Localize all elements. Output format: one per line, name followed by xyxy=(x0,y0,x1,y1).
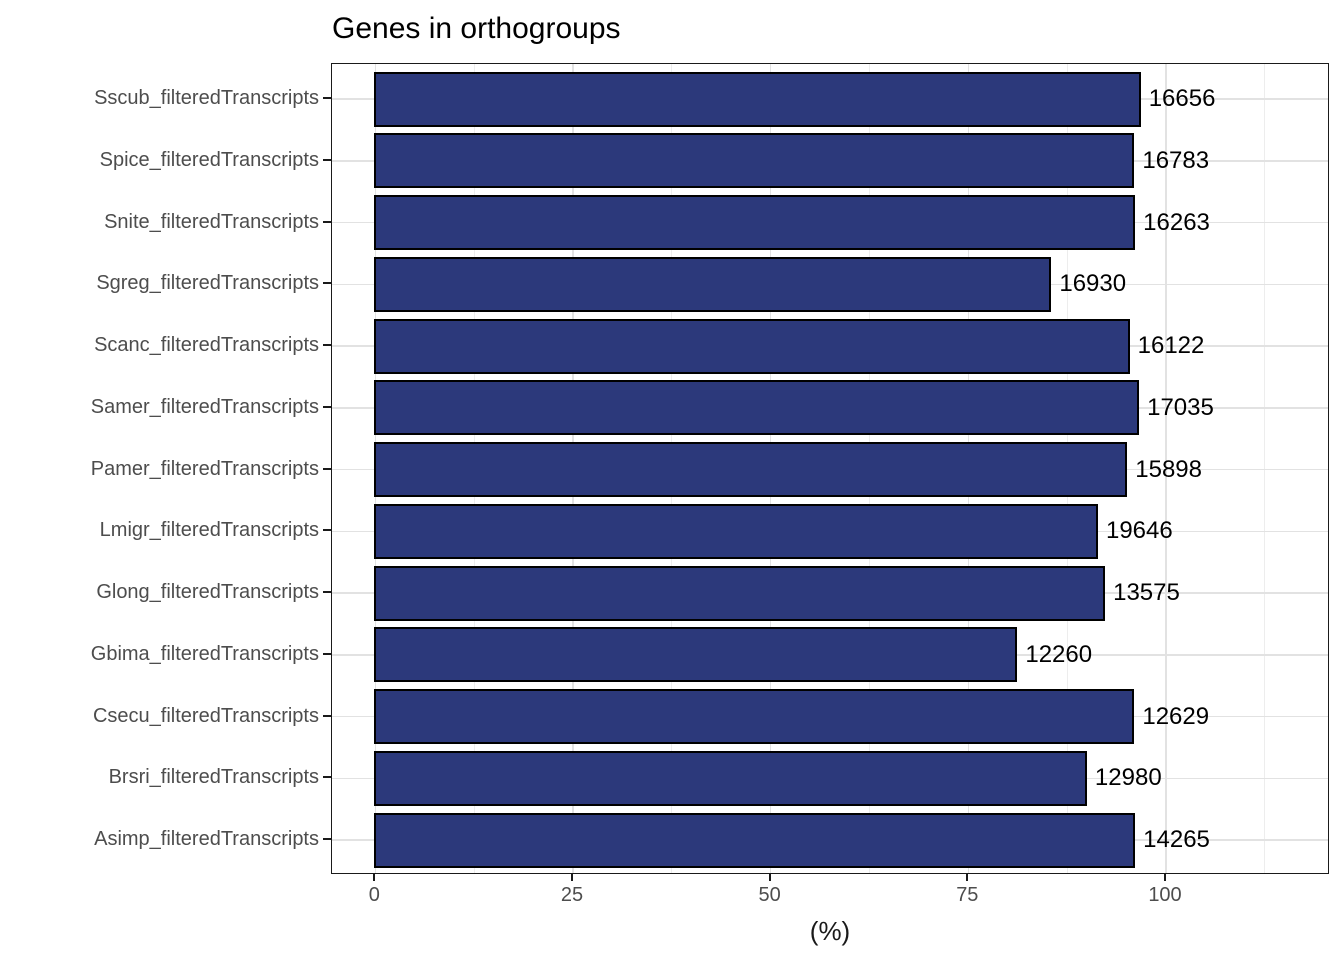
x-axis-tick xyxy=(768,874,771,881)
bar-value-label: 14265 xyxy=(1143,826,1210,853)
bar xyxy=(374,812,1136,868)
x-axis-tick xyxy=(570,874,573,881)
y-axis-category-label: Asimp_filteredTranscripts xyxy=(94,828,319,850)
x-axis-tick xyxy=(966,874,969,881)
y-axis-tick xyxy=(323,714,331,717)
y-axis-category-label: Spice_filteredTranscripts xyxy=(99,148,319,171)
x-axis-tick xyxy=(373,874,376,881)
x-minor-gridline xyxy=(1264,64,1266,873)
bar xyxy=(374,71,1141,127)
y-axis-category-label: Pamer_filteredTranscripts xyxy=(90,457,319,480)
y-axis-tick xyxy=(323,220,331,223)
y-axis-category-label: Csecu_filteredTranscripts xyxy=(92,704,319,727)
y-axis-category-label: Snite_filteredTranscripts xyxy=(104,210,319,233)
bar xyxy=(374,195,1136,250)
bar-value-label: 16656 xyxy=(1148,85,1216,112)
bar-value-label: 16930 xyxy=(1059,270,1127,298)
x-axis-tick-label: 100 xyxy=(1148,884,1182,906)
y-axis-category-label: Scanc_filteredTranscripts xyxy=(94,334,319,356)
y-axis-tick xyxy=(323,838,331,840)
bar-value-label: 12260 xyxy=(1025,640,1093,668)
x-axis-tick-label: 50 xyxy=(758,884,781,906)
x-axis-tick-label: 75 xyxy=(956,884,979,906)
chart-title: Genes in orthogroups xyxy=(332,12,621,45)
y-axis-category-label: Sgreg_filteredTranscripts xyxy=(96,272,319,295)
x-axis-tick-label: 0 xyxy=(368,884,380,906)
bar xyxy=(374,256,1052,312)
bar-value-label: 12980 xyxy=(1094,764,1162,792)
bar-value-label: 16783 xyxy=(1142,146,1210,174)
bar-value-label: 16263 xyxy=(1143,208,1210,236)
bar xyxy=(374,627,1018,683)
bar-value-label: 15898 xyxy=(1135,455,1202,483)
y-axis-tick xyxy=(323,467,331,470)
y-axis-category-label: Gbima_filteredTranscripts xyxy=(90,642,319,665)
x-axis-title: (%) xyxy=(809,916,851,946)
bar-value-label: 17035 xyxy=(1147,393,1214,421)
y-axis-tick xyxy=(323,282,331,285)
bar xyxy=(374,318,1130,374)
bar xyxy=(374,565,1106,621)
y-axis-tick xyxy=(323,344,331,346)
plot-panel: 16656 16783 16263 16930 16122 17035 15898 19646… xyxy=(331,63,1329,874)
y-axis-category-label: Sscub_filteredTranscripts xyxy=(94,87,319,109)
y-axis-tick xyxy=(323,652,331,655)
y-axis-tick xyxy=(323,97,331,99)
bar-value-label: 13575 xyxy=(1113,579,1180,606)
y-axis-tick xyxy=(323,591,331,593)
y-axis-tick xyxy=(323,158,331,161)
y-axis-tick xyxy=(323,405,331,408)
x-major-gridline xyxy=(1165,64,1167,873)
y-axis-category-label: Samer_filteredTranscripts xyxy=(90,395,319,418)
y-axis-category-label: Brsri_filteredTranscripts xyxy=(108,766,319,789)
y-axis-tick xyxy=(323,529,331,532)
y-axis-category-label: Lmigr_filteredTranscripts xyxy=(99,519,319,542)
x-axis-tick-label: 25 xyxy=(560,884,584,906)
y-axis-tick xyxy=(323,776,331,779)
bar xyxy=(374,503,1098,559)
bar xyxy=(374,380,1140,436)
bar-value-label: 12629 xyxy=(1142,702,1210,730)
bar xyxy=(374,442,1128,497)
bar-value-label: 16122 xyxy=(1137,332,1205,359)
bar xyxy=(374,689,1135,744)
y-axis-category-label: Glong_filteredTranscripts xyxy=(96,581,319,603)
bar xyxy=(374,133,1135,189)
bar xyxy=(374,750,1087,806)
x-axis-tick xyxy=(1164,874,1166,881)
bar-value-label: 19646 xyxy=(1105,517,1173,545)
